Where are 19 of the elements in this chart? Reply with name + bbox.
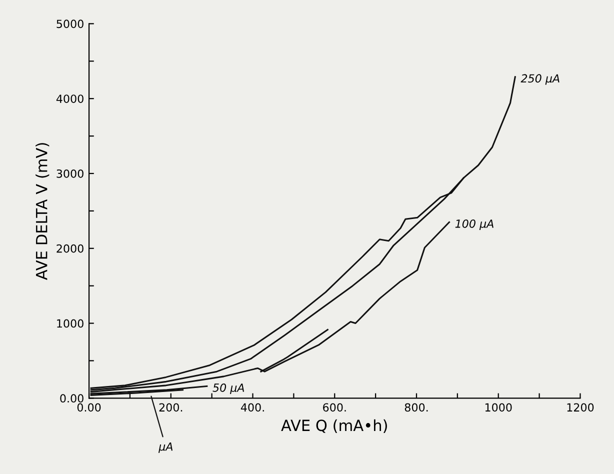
- x-tick-label: 400.: [240, 403, 264, 412]
- x-tick-label: 1000: [485, 403, 512, 412]
- y-tick-label: 5000: [56, 20, 84, 28]
- y-tick-label: 1000: [57, 319, 84, 328]
- x-tick-label: 200.: [159, 403, 182, 412]
- annotation: µA: [158, 442, 173, 453]
- y-tick-label: 2000: [56, 244, 84, 253]
- y-tick-label: 3000: [56, 169, 84, 178]
- x-tick-label: 800.: [404, 403, 428, 412]
- y-tick-label: 4000: [56, 94, 84, 103]
- y-tick-label: 0.00: [60, 394, 84, 403]
- x-tick-label: 1200: [567, 403, 594, 412]
- x-tick-label: 0.00: [77, 403, 101, 412]
- annotation: 250 µA: [520, 74, 560, 85]
- y-axis-title: AVE DELTA V (mV): [36, 143, 50, 280]
- annotation: 50 µA: [212, 383, 244, 394]
- x-tick-label: 600.: [323, 403, 346, 412]
- x-axis-title: AVE Q (mA•h): [281, 419, 387, 433]
- annotation: 100 µA: [455, 219, 494, 230]
